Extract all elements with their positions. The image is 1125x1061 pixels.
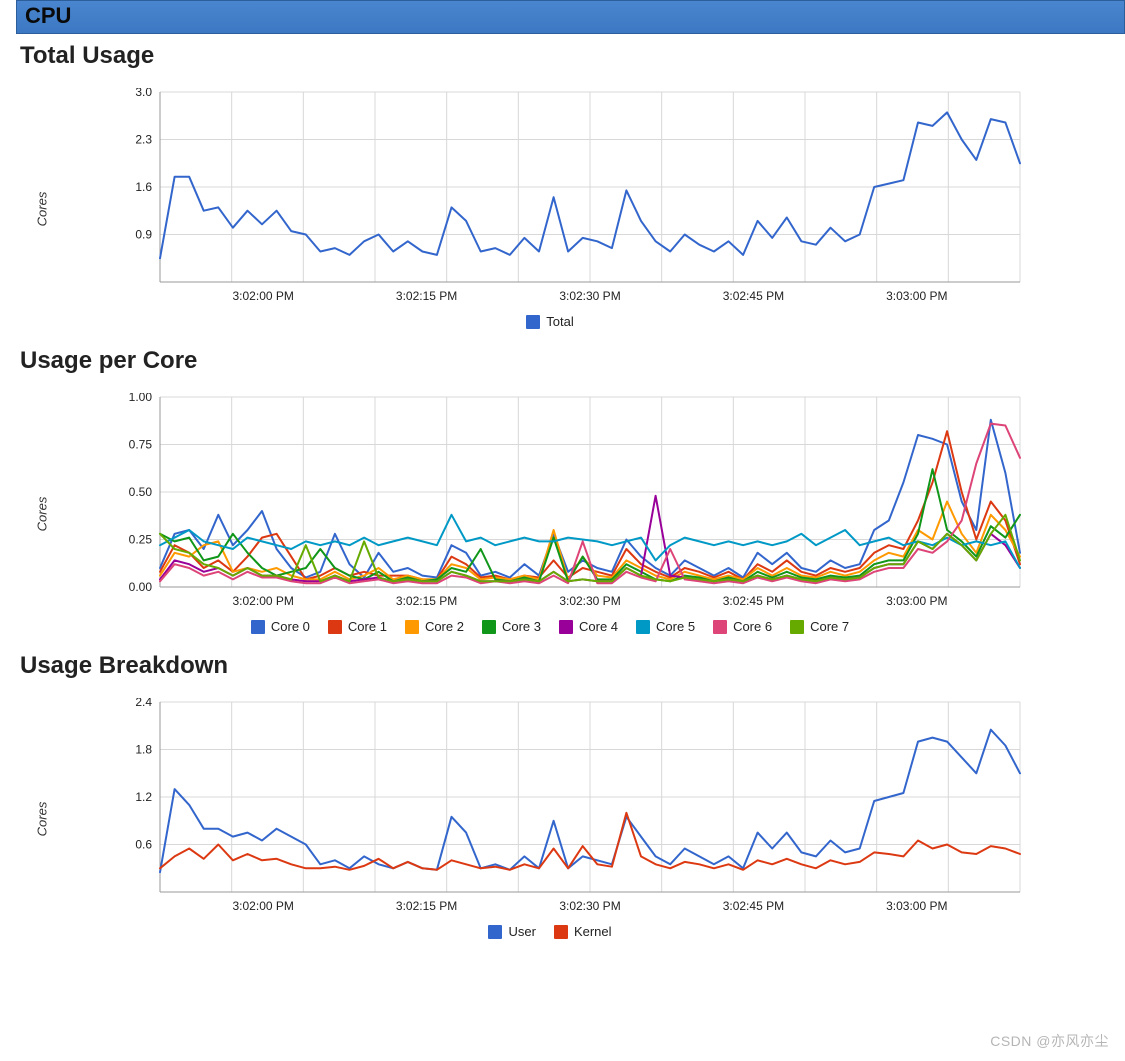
x-tick-label: 3:03:00 PM [886,289,947,303]
legend-swatch [713,620,727,634]
legend-label: Kernel [574,924,612,939]
legend-item: Core 6 [713,619,772,634]
x-tick-label: 3:02:00 PM [233,594,294,608]
legend-swatch [251,620,265,634]
x-tick-label: 3:02:15 PM [396,594,457,608]
legend-label: Core 5 [656,619,695,634]
x-tick-label: 3:02:15 PM [396,289,457,303]
x-tick-label: 3:02:30 PM [559,289,620,303]
legend-item: Core 2 [405,619,464,634]
section-header: CPU [16,0,1125,34]
y-tick-label: 1.2 [135,790,152,804]
y-tick-label: 0.25 [129,533,153,547]
legend-label: Core 7 [810,619,849,634]
y-tick-label: 0.9 [135,228,152,242]
x-tick-label: 3:02:30 PM [559,899,620,913]
legend-item: Core 5 [636,619,695,634]
legend-swatch [328,620,342,634]
y-tick-label: 3.0 [135,88,152,99]
y-tick-label: 1.8 [135,743,152,757]
legend-swatch [790,620,804,634]
chart-svg: 0.9 1.6 2.3 3.0 3:02:00 PM 3:02:15 PM 3:02:30 … [60,88,1030,308]
legend-swatch [636,620,650,634]
x-tick-label: 3:02:00 PM [233,289,294,303]
y-axis-label: Cores [35,801,50,836]
chart-percore: Cores0.000.250.500.751.003:02:00 PM3:02:… [60,393,1125,634]
legend-label: Total [546,314,573,329]
x-tick-label: 3:02:15 PM [396,899,457,913]
legend-label: Core 2 [425,619,464,634]
y-tick-label: 0.6 [135,838,152,852]
chart-svg: 0.6 1.2 1.8 2.4 3:02:00 PM 3:02:15 PM 3:02:30 … [60,698,1030,918]
legend-swatch [405,620,419,634]
chart-title-total: Total Usage [20,42,1125,70]
legend-label: Core 4 [579,619,618,634]
cpu-page: CPU Total Usage Cores 0.9 1.6 2.3 3.0 3:02:00 … [0,0,1125,997]
chart-breakdown: Cores0.61.21.82.43:02:00 PM3:02:15 PM3:0… [60,698,1125,939]
legend-label: Core 1 [348,619,387,634]
y-tick-label: 2.3 [135,133,152,147]
legend-item: Core 3 [482,619,541,634]
y-tick-label: 2.4 [135,698,152,709]
legend-label: User [508,924,535,939]
chart-title-percore: Usage per Core [20,347,1125,375]
y-tick-label: 0.75 [129,438,153,452]
legend-swatch [559,620,573,634]
legend-swatch [554,925,568,939]
x-tick-label: 3:02:45 PM [723,289,784,303]
legend-item: Core 7 [790,619,849,634]
legend-item: Core 4 [559,619,618,634]
chart-svg: 0.00 0.25 0.50 0.75 1.00 3:02:00 PM 3:02:15 PM… [60,393,1030,613]
legend-swatch [488,925,502,939]
legend: Core 0 Core 1 Core 2 Core 3 Core 4 Core 5 Core… [120,619,980,634]
chart-total: Cores0.91.62.33.03:02:00 PM3:02:15 PM3:0… [60,88,1125,329]
y-axis-label: Cores [35,496,50,531]
x-tick-label: 3:02:45 PM [723,899,784,913]
legend-item: Total [526,314,573,329]
legend-label: Core 0 [271,619,310,634]
y-tick-label: 0.50 [129,485,153,499]
legend-label: Core 6 [733,619,772,634]
legend-label: Core 3 [502,619,541,634]
y-tick-label: 0.00 [129,580,153,594]
x-tick-label: 3:03:00 PM [886,594,947,608]
legend-item: Core 0 [251,619,310,634]
legend-item: Core 1 [328,619,387,634]
legend-item: User [488,924,535,939]
legend-item: Kernel [554,924,612,939]
y-tick-label: 1.00 [129,393,153,404]
y-tick-label: 1.6 [135,180,152,194]
watermark: CSDN @亦风亦尘 [990,1031,1109,1051]
legend-swatch [526,315,540,329]
x-tick-label: 3:02:45 PM [723,594,784,608]
legend: Total [120,314,980,329]
legend-swatch [482,620,496,634]
chart-title-breakdown: Usage Breakdown [20,652,1125,680]
y-axis-label: Cores [35,191,50,226]
legend: User Kernel [120,924,980,939]
x-tick-label: 3:03:00 PM [886,899,947,913]
x-tick-label: 3:02:30 PM [559,594,620,608]
x-tick-label: 3:02:00 PM [233,899,294,913]
charts-root: Total Usage Cores 0.9 1.6 2.3 3.0 3:02:00 PM 3:… [20,42,1125,939]
